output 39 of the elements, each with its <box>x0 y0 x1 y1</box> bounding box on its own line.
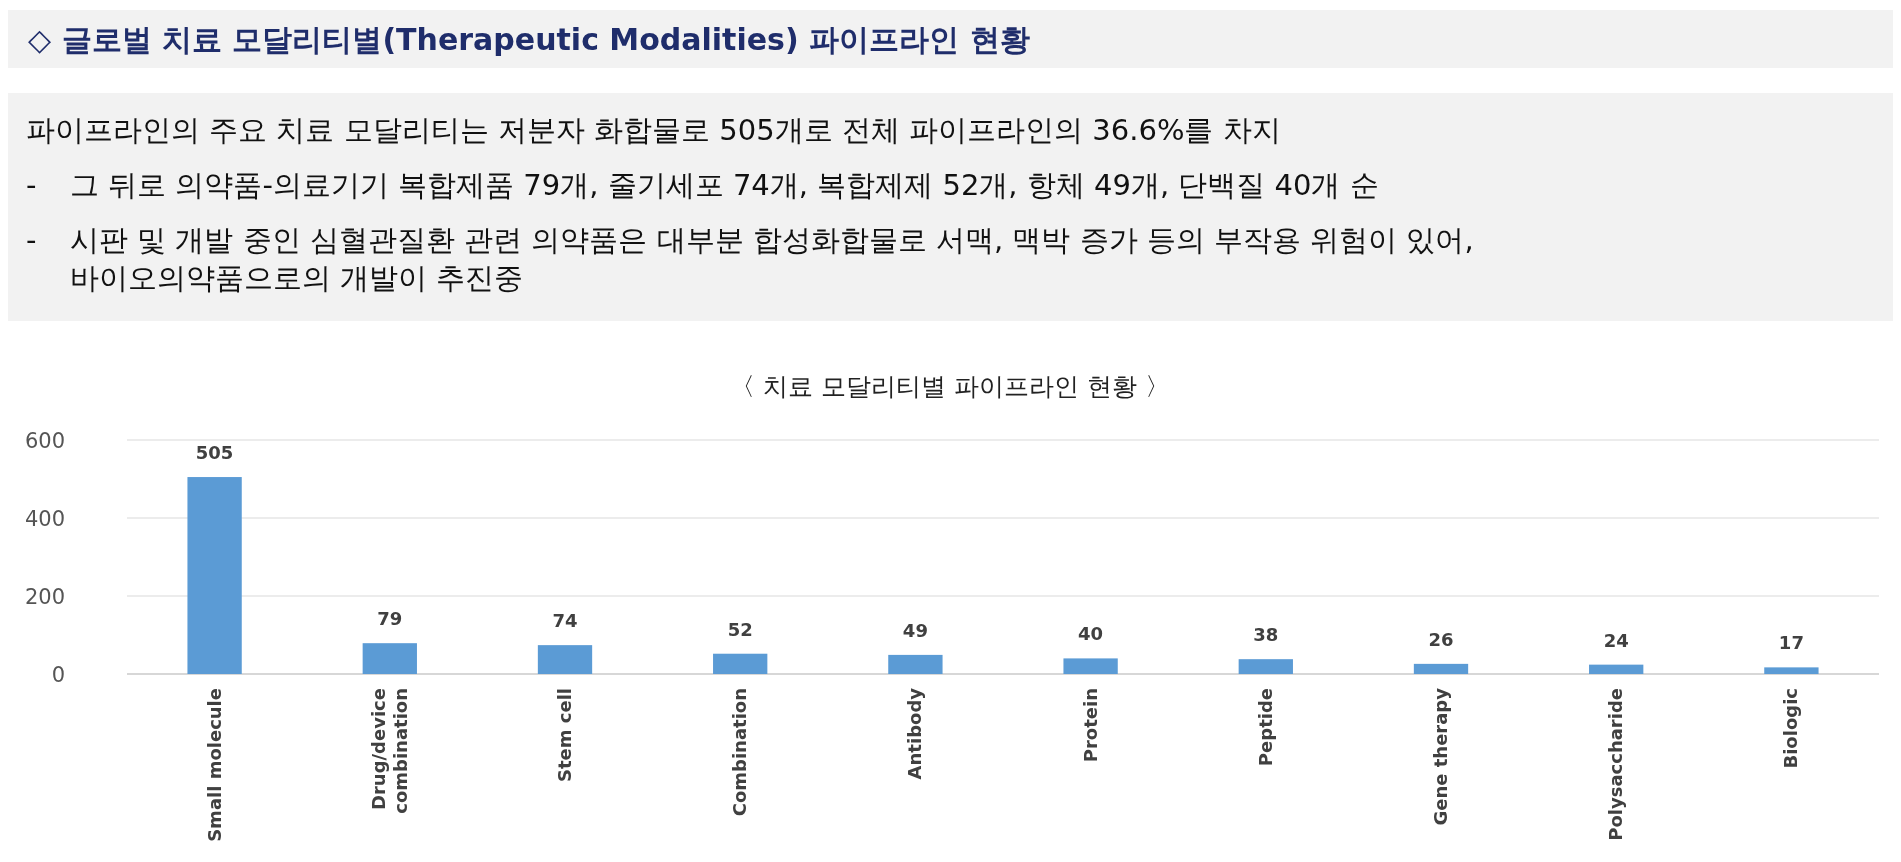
data-label: 505 <box>195 442 234 464</box>
bar <box>1589 664 1644 674</box>
data-label: 38 <box>1253 624 1279 646</box>
data-label: 26 <box>1428 628 1454 650</box>
x-tick-label: Antibody <box>904 687 926 780</box>
data-label: 49 <box>902 619 928 641</box>
x-tick-label: Gene therapy <box>1430 687 1451 826</box>
data-label: 79 <box>377 608 403 630</box>
bar <box>1238 659 1293 674</box>
data-label: 17 <box>1778 632 1804 654</box>
x-tick-label: Drug/device combination <box>367 688 411 814</box>
bar <box>888 654 943 674</box>
x-tick-label: Small molecule <box>203 688 225 842</box>
x-tick-label: Polysaccharide <box>1605 688 1627 841</box>
data-label: 40 <box>1078 623 1104 645</box>
y-tick-label: 400 <box>24 507 65 531</box>
y-tick-label: 200 <box>24 585 65 609</box>
bar <box>713 653 768 674</box>
x-tick-label: Combination <box>729 688 751 817</box>
bar <box>1063 658 1118 674</box>
x-tick-label: Protein <box>1079 688 1101 763</box>
bar <box>1764 667 1819 674</box>
chart-subtitle: 〈 치료 모달리티별 파이프라인 현황 〉 <box>730 372 1170 401</box>
bar <box>537 645 593 674</box>
text: - 그 뒤로 의약품-의료기기 복합제품 79개, 줄기세포 74개, 복합제제 52개, 항체 49개, 단백질 40개 순 <box>26 168 1379 202</box>
y-tick-label: 0 <box>51 663 65 687</box>
text: 파이프라인의 주요 치료 모달리티는 저분자 화합물로 505개로 전체 파이프라인의 36.6%를 차지 <box>26 113 1281 147</box>
text: - 시판 및 개발 중인 심혈관질환 관련 의약품은 대부분 합성화합물로 서맥, 맥박 증가 등의 부작용 위험이 있어, 바이오의약품으로의 개발이 추진중 <box>26 223 1474 295</box>
bar <box>187 477 242 674</box>
x-tick-label: Stem cell <box>554 688 575 783</box>
bar <box>362 643 417 674</box>
bar <box>1413 663 1469 674</box>
x-tick-label: Peptide <box>1254 688 1276 767</box>
x-tick-label: Biologic <box>1780 688 1802 769</box>
chart-title: ◇ 글로벌 치료 모달리티별(Therapeutic Modalities) 파이프라인 현황 <box>28 22 1030 57</box>
y-tick-label: 600 <box>24 429 65 453</box>
data-label: 52 <box>727 618 753 640</box>
data-label: 74 <box>552 610 578 632</box>
data-label: 24 <box>1603 629 1629 651</box>
